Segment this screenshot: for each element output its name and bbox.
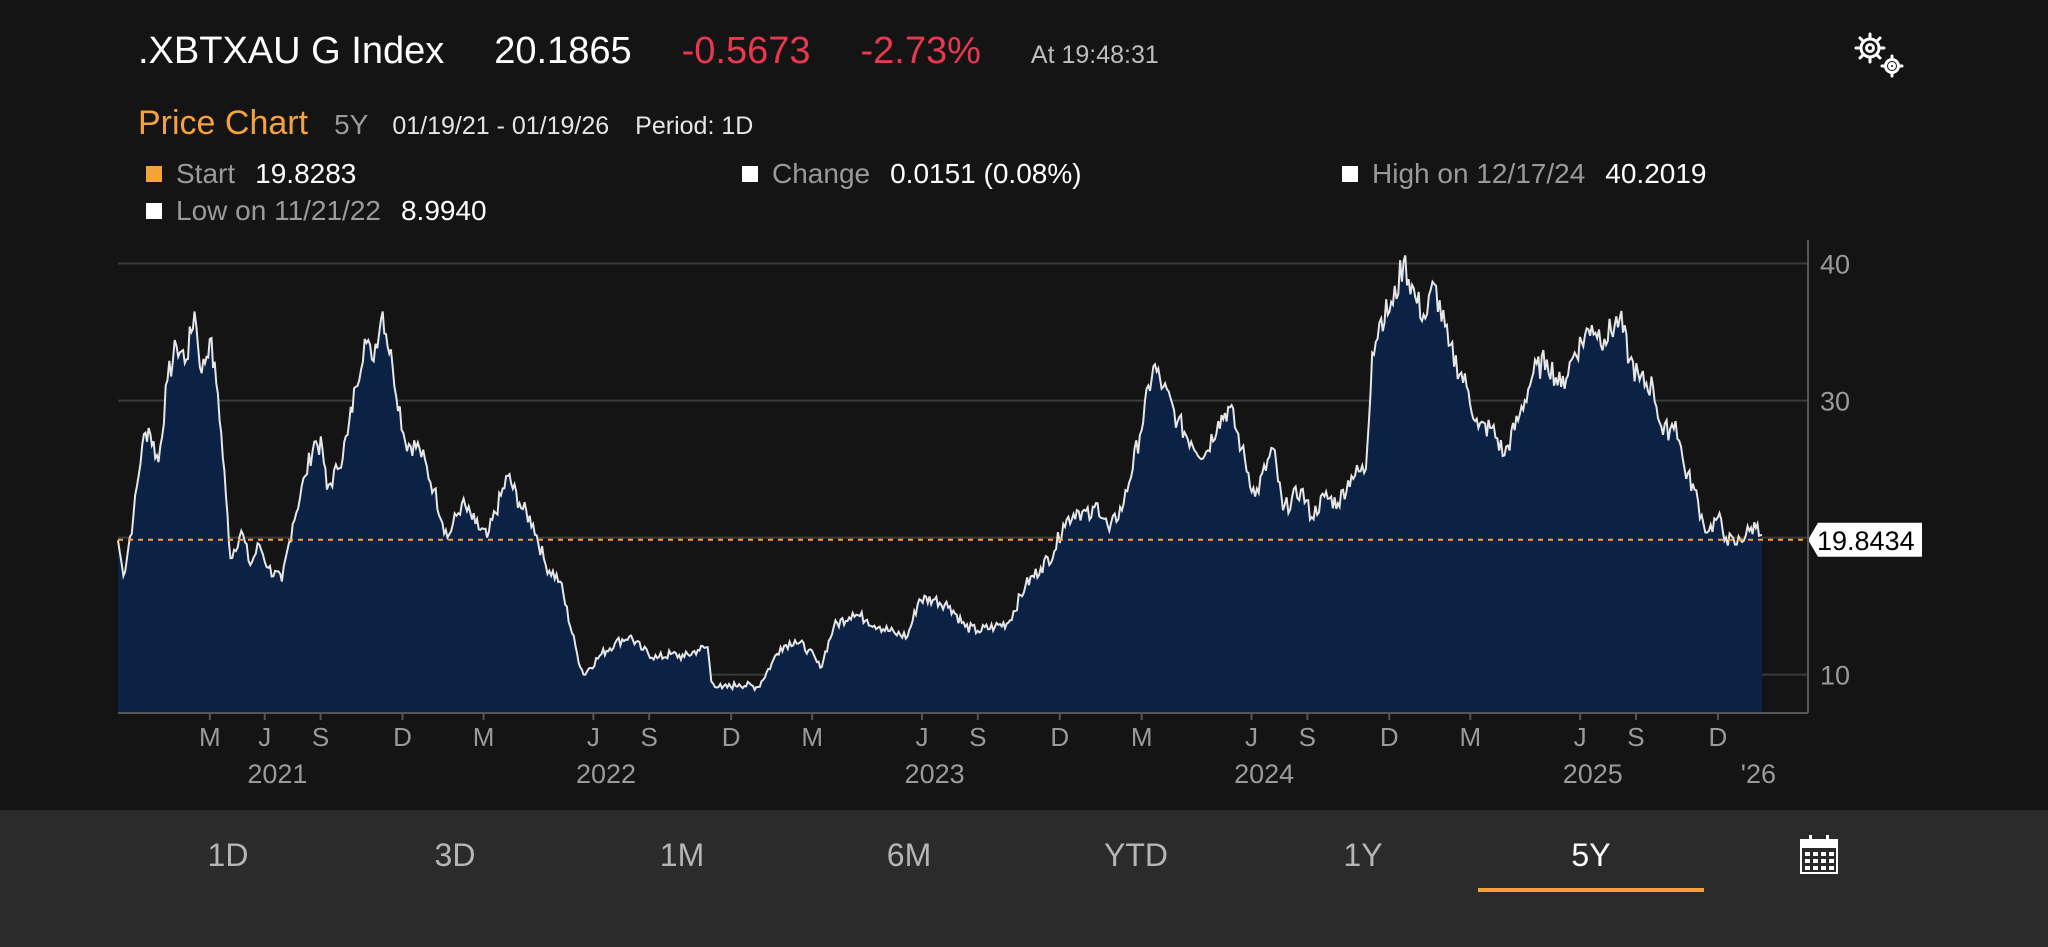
price-change: -0.5673 — [681, 30, 811, 72]
stat-high: High on 12/17/24 40.2019 — [1342, 158, 1707, 190]
tab-3d[interactable]: 3D — [434, 837, 476, 873]
chart-range: 5Y — [334, 109, 369, 140]
y-tick-label: 10 — [1820, 661, 1850, 691]
x-tick-label: D — [1708, 722, 1727, 752]
quote-header: .XBTXAU G Index 20.1865 -0.5673 -2.73% A… — [138, 30, 1159, 80]
y-tick-label: 30 — [1820, 387, 1850, 417]
year-label: 2022 — [576, 759, 636, 789]
stat-change-label: Change — [772, 158, 871, 189]
tab-6m[interactable]: 6M — [886, 837, 932, 873]
year-label: 2025 — [1563, 759, 1623, 789]
year-label: 2024 — [1234, 759, 1294, 789]
x-tick-label: M — [801, 722, 823, 752]
range-tab-bar: 1D 3D 1M 6M YTD 1Y 5Y — [0, 810, 2048, 947]
x-tick-label: S — [312, 722, 329, 752]
quote-time: At 19:48:31 — [1030, 41, 1159, 69]
x-tick-label: M — [473, 722, 495, 752]
change-swatch — [742, 166, 758, 182]
start-swatch — [146, 166, 162, 182]
stat-low: Low on 11/21/22 8.9940 — [146, 195, 487, 227]
chart-date-range: 01/19/21 - 01/19/26 — [392, 112, 610, 140]
x-tick-label: M — [1459, 722, 1481, 752]
x-tick-label: M — [199, 722, 221, 752]
chart-period: Period: 1D — [635, 112, 754, 140]
last-price: 20.1865 — [494, 30, 632, 72]
ticker-symbol: .XBTXAU G Index — [138, 30, 445, 72]
price-change-percent: -2.73% — [860, 30, 981, 72]
chart-subheader: Price Chart 5Y 01/19/21 - 01/19/26 Perio… — [138, 104, 753, 143]
tab-1y[interactable]: 1Y — [1343, 837, 1383, 873]
year-label: 2023 — [905, 759, 965, 789]
year-label: '26 — [1741, 759, 1776, 789]
x-tick-label: S — [1299, 722, 1316, 752]
chart-title: Price Chart — [138, 104, 309, 142]
price-line — [117, 255, 1763, 692]
reference-label: 19.8434 — [1817, 526, 1915, 556]
price-area — [118, 255, 1762, 713]
stat-change-value: 0.0151 (0.08%) — [890, 158, 1082, 189]
year-label: 2021 — [247, 759, 307, 789]
tab-1d[interactable]: 1D — [207, 837, 249, 873]
x-tick-label: J — [587, 722, 600, 752]
x-tick-label: D — [1050, 722, 1069, 752]
x-tick-label: J — [915, 722, 928, 752]
low-swatch — [146, 203, 162, 219]
stat-start-value: 19.8283 — [255, 158, 357, 189]
x-tick-label: D — [393, 722, 412, 752]
x-tick-label: D — [722, 722, 741, 752]
stat-low-value: 8.9940 — [400, 195, 487, 226]
tab-1m[interactable]: 1M — [659, 837, 705, 873]
x-tick-label: J — [258, 722, 271, 752]
active-tab-indicator — [1478, 888, 1704, 892]
tab-ytd[interactable]: YTD — [1104, 837, 1168, 873]
price-chart[interactable]: 19.8434 10 30 40 M J S D M J S D M J S D M J S D M J S D 2021 202… — [0, 0, 2048, 800]
x-tick-label: D — [1380, 722, 1399, 752]
x-tick-label: S — [969, 722, 986, 752]
high-swatch — [1342, 166, 1358, 182]
stat-start: Start 19.8283 — [146, 158, 356, 190]
tab-5y[interactable]: 5Y — [1571, 837, 1611, 873]
x-tick-label: M — [1131, 722, 1153, 752]
reference-label-box — [1808, 522, 1922, 557]
y-tick-label: 40 — [1820, 250, 1850, 280]
stat-start-label: Start — [176, 158, 236, 189]
x-tick-label: J — [1574, 722, 1587, 752]
x-tick-label: S — [1627, 722, 1644, 752]
gears-icon[interactable] — [1850, 28, 1910, 80]
x-tick-label: S — [641, 722, 658, 752]
x-tick-label: J — [1245, 722, 1258, 752]
stat-high-label: High on 12/17/24 — [1372, 158, 1586, 189]
stat-high-value: 40.2019 — [1605, 158, 1707, 189]
calendar-icon[interactable] — [1800, 834, 1838, 874]
stat-change: Change 0.0151 (0.08%) — [742, 158, 1082, 190]
stat-low-label: Low on 11/21/22 — [176, 195, 381, 226]
